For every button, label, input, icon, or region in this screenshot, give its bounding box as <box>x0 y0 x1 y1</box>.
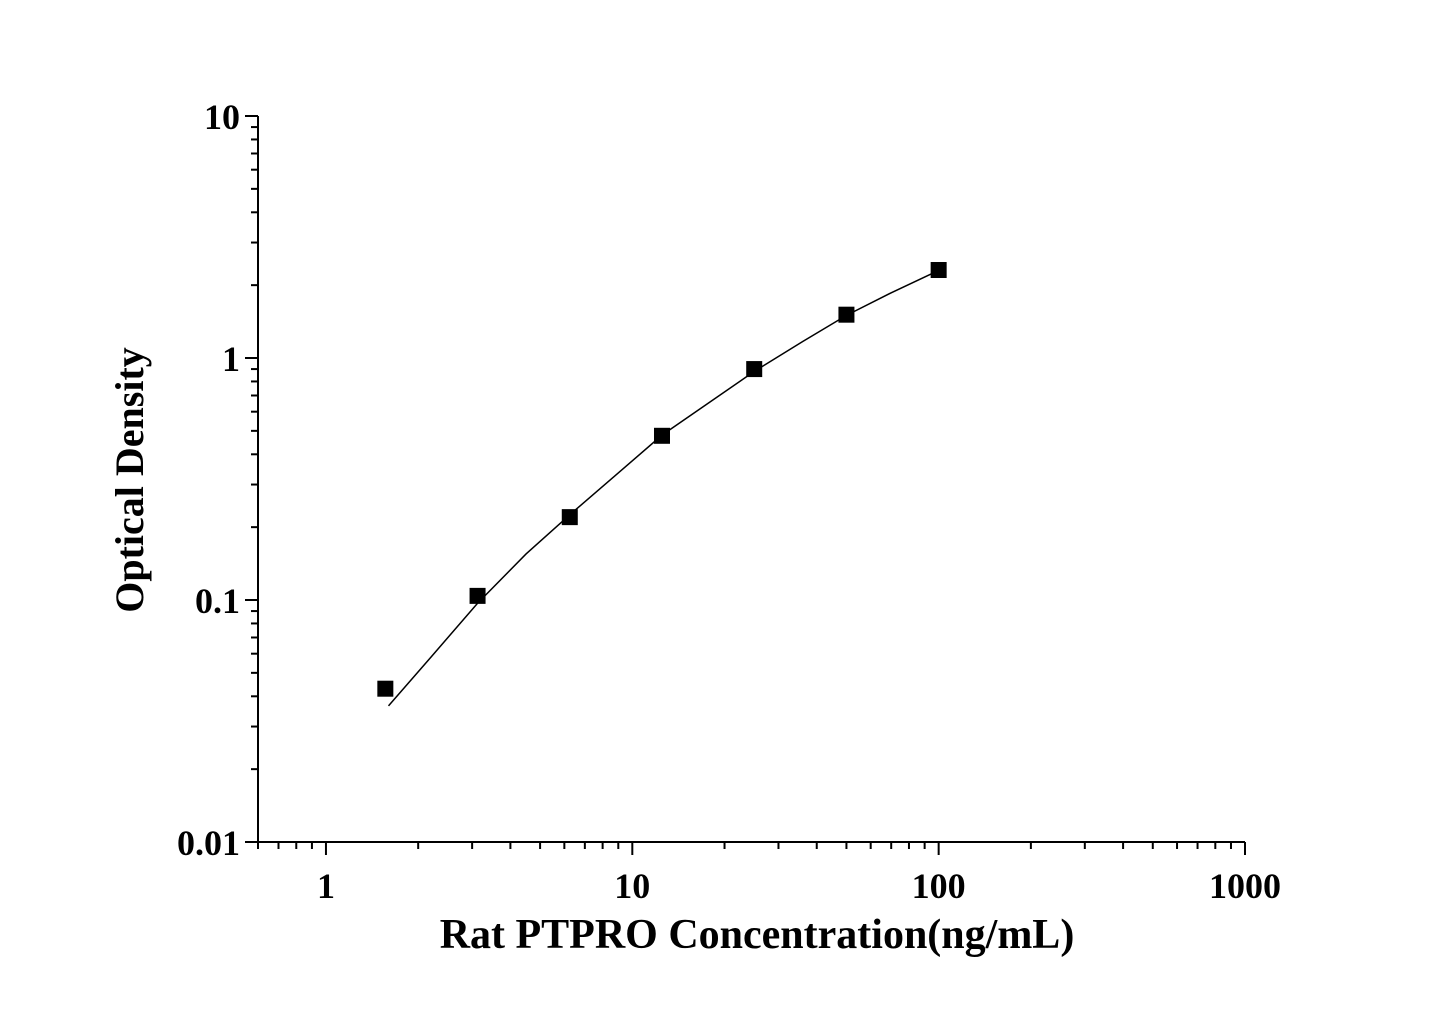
x-tick-label: 1 <box>317 866 335 906</box>
data-point <box>377 680 394 697</box>
y-tick-label: 0.1 <box>195 581 240 621</box>
y-tick-label: 1 <box>222 339 240 379</box>
y-axis-title: Optical Density <box>107 347 152 613</box>
y-tick-label: 0.01 <box>177 823 240 863</box>
x-axis-title: Rat PTPRO Concentration(ng/mL) <box>440 912 1075 958</box>
data-point <box>561 509 578 526</box>
fit-line <box>387 269 939 707</box>
data-point <box>746 361 763 378</box>
data-point <box>469 587 486 604</box>
x-tick-label: 100 <box>912 866 966 906</box>
data-point <box>930 262 947 279</box>
x-tick-label: 1000 <box>1209 866 1281 906</box>
x-tick-label: 10 <box>614 866 650 906</box>
y-tick-label: 10 <box>204 97 240 137</box>
